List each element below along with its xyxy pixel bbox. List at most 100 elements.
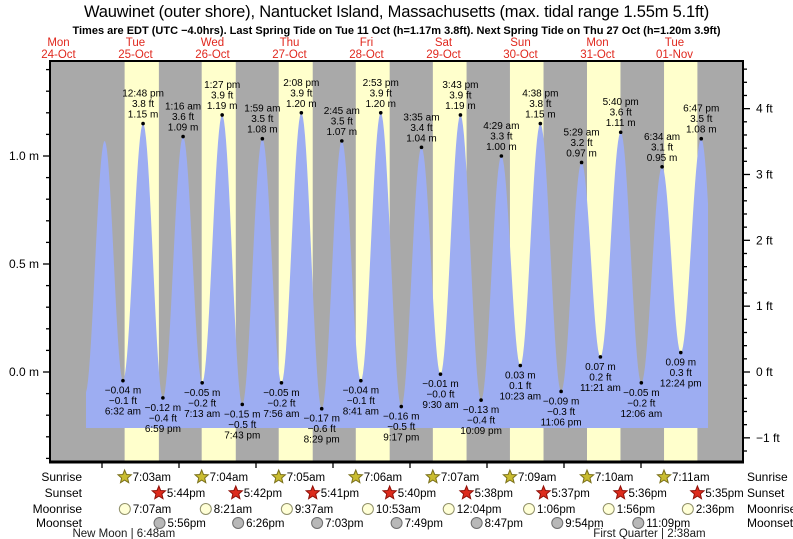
tide-extreme-dot <box>220 113 224 117</box>
moonset-icon <box>390 517 403 529</box>
tide-height-ft: 3.1 ft <box>651 142 673 153</box>
day-name: Tue <box>126 37 145 49</box>
tide-height-m: 1.09 m <box>168 123 199 134</box>
tide-extreme-dot <box>479 398 483 402</box>
moonrise-icon <box>361 503 374 515</box>
tide-height-ft: −0.1 ft <box>109 396 137 407</box>
tide-extreme-dot <box>699 136 704 141</box>
tide-height-m: 1.04 m <box>406 133 437 144</box>
high-tide-label: 5:40 pm3.6 ft1.11 m <box>603 97 639 135</box>
tide-time: 5:40 pm <box>603 97 639 108</box>
day-name: Sun <box>510 37 530 49</box>
tide-height-ft: 3.6 ft <box>610 108 632 119</box>
tide-height-ft: −0.5 ft <box>228 420 256 431</box>
tide-extreme-dot <box>340 139 344 143</box>
sunrise-time: 7:11am <box>672 472 710 484</box>
tide-time: 9:30 am <box>422 400 458 411</box>
low-tide-label: −0.16 m−0.5 ft9:17 pm <box>383 404 419 444</box>
high-tide-label: 1:27 pm3.9 ft1.19 m <box>204 80 240 117</box>
sunrise-icon <box>347 468 364 484</box>
moonrise-entry: 12:04pm <box>442 503 501 516</box>
tide-time: 12:24 pm <box>660 379 702 390</box>
tide-height-m: 1.11 m <box>606 118 636 129</box>
tide-height-ft: 3.2 ft <box>570 138 592 149</box>
sunset-icon <box>381 484 398 500</box>
sunrise-entry: 7:04am <box>193 468 248 484</box>
day-date: 24-Oct <box>41 49 76 61</box>
day-date: 29-Oct <box>426 49 461 61</box>
tide-height-ft: −0.3 ft <box>547 407 575 418</box>
moonset-time: 7:49pm <box>405 518 443 530</box>
tide-extreme-dot <box>678 350 683 355</box>
moonset-icon <box>311 517 324 529</box>
tide-height-ft: 3.5 ft <box>690 114 712 125</box>
tide-height-ft: 0.1 ft <box>509 381 531 392</box>
tide-height-ft: −0.2 ft <box>267 398 295 409</box>
tide-extreme-dot <box>438 372 443 376</box>
sunset-row-label-left: Sunset <box>45 486 83 500</box>
sunrise-time: 7:09am <box>518 472 556 484</box>
tide-height-ft: 3.4 ft <box>410 123 432 134</box>
tide-time: 11:06 pm <box>541 417 582 428</box>
tide-height-m: −0.04 m <box>343 386 379 397</box>
tide-height-m: −0.16 m <box>383 412 419 423</box>
moonrise-time: 1:56pm <box>617 504 655 516</box>
tide-height-m: 0.95 m <box>647 153 678 164</box>
tide-extreme-dot <box>559 389 563 394</box>
tide-time: 6:32 am <box>105 407 141 418</box>
right-axis-label: 2 ft <box>756 233 773 247</box>
tide-extreme-dot <box>260 136 265 141</box>
tide-extreme-dot <box>161 396 165 400</box>
high-tide-label: 5:29 am3.2 ft0.97 m <box>564 127 600 165</box>
tide-time: 4:29 am <box>483 121 519 132</box>
sunset-time: 5:38pm <box>475 488 513 500</box>
high-tide-label: 1:59 am3.5 ft1.08 m <box>244 104 280 141</box>
sunset-time: 5:42pm <box>244 488 282 500</box>
sunrise-time: 7:10am <box>595 472 633 484</box>
moonrise-icon <box>199 503 212 515</box>
tide-height-ft: −0.1 ft <box>347 396 375 407</box>
day-date: 31-Oct <box>580 49 615 61</box>
tide-time: 7:43 pm <box>224 430 260 441</box>
tide-time: 8:29 pm <box>304 435 340 446</box>
high-tide-label: 2:45 am3.5 ft1.07 m <box>324 106 360 143</box>
moonrise-entry: 1:06pm <box>523 503 575 516</box>
tide-height-m: 0.07 m <box>585 362 616 373</box>
moon-phase-label: First Quarter | 2:38am <box>593 528 705 539</box>
high-tide-label: 6:47 pm3.5 ft1.08 m <box>683 104 719 141</box>
tide-time: 1:59 am <box>244 104 280 115</box>
plot-area <box>50 61 743 462</box>
moon-phase-label: New Moon | 6:48am <box>72 528 175 539</box>
tide-height-m: −0.01 m <box>422 379 458 390</box>
moonrise-row-label-right: Moonrise <box>747 502 793 516</box>
high-tide-label: 4:29 am3.3 ft1.00 m <box>483 121 519 158</box>
tide-height-m: 1.08 m <box>686 125 717 136</box>
tide-height-m: 1.20 m <box>286 99 317 110</box>
tide-time: 3:43 pm <box>442 80 478 91</box>
moonset-icon <box>232 517 245 529</box>
high-tide-label: 2:08 pm3.9 ft1.20 m <box>283 78 319 115</box>
moonrise-entry: 2:36pm <box>681 503 734 516</box>
low-tide-label: −0.04 m−0.1 ft8:41 am <box>343 378 379 418</box>
tide-height-ft: −0.6 ft <box>308 424 336 435</box>
sunrise-time: 7:07am <box>441 472 479 484</box>
tide-time: 8:41 am <box>343 407 379 418</box>
high-tide-label: 12:48 pm3.8 ft1.15 m <box>122 89 164 126</box>
moonset-entry: 7:49pm <box>390 517 443 530</box>
left-axis-label: 0.5 m <box>9 257 39 271</box>
tide-time: 7:13 am <box>184 409 220 420</box>
sunset-icon <box>612 484 629 500</box>
sunset-icon <box>150 484 167 500</box>
moonrise-icon <box>523 503 536 515</box>
tide-height-m: −0.12 m <box>145 403 181 414</box>
tide-extreme-dot <box>598 355 603 359</box>
moonrise-time: 10:53am <box>376 504 421 516</box>
tide-height-m: −0.04 m <box>105 386 141 397</box>
moonset-row-label-left: Moonset <box>36 516 83 530</box>
tide-height-ft: −0.4 ft <box>149 413 177 424</box>
tide-time: 2:45 am <box>324 106 360 117</box>
right-axis-label: 4 ft <box>756 102 773 116</box>
